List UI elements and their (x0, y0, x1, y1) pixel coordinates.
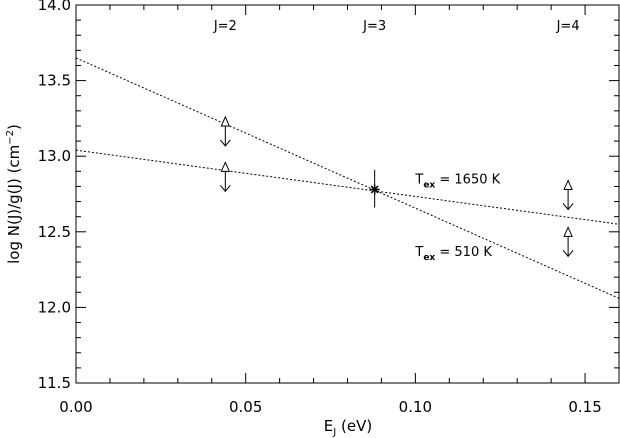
detection-point (369, 169, 380, 208)
fit-label-main: T (414, 245, 423, 260)
fit-label-value: = 1650 K (435, 172, 500, 187)
y-tick-labels: 11.5 12.0 12.5 13.0 13.5 14.0 (38, 0, 71, 392)
arrow-head (219, 184, 231, 193)
fit-label-value: = 510 K (435, 245, 492, 260)
fit-label: Tex = 510 K (414, 245, 492, 263)
arrow-head (219, 139, 231, 147)
triangle-symbol (563, 179, 573, 190)
triangle-symbol (220, 161, 231, 172)
fit-line (75, 149, 620, 225)
level-labels: J=2 J=3 J=4 (213, 19, 580, 34)
fit-label: Tex = 1650 K (414, 172, 500, 190)
y-axis-title-main: log N(J)/g(J) (cm (5, 145, 23, 264)
y-axis-title-close: ) (5, 124, 23, 130)
level-label: J=3 (362, 19, 386, 34)
x-tick-label: 0.05 (229, 398, 262, 416)
limit-marker (562, 226, 574, 258)
y-tick-label: 14.0 (38, 0, 71, 14)
x-tick-label: 0.10 (399, 398, 432, 416)
level-label: J=4 (556, 19, 580, 34)
y-axis-title-sup: −2 (5, 130, 16, 145)
limit-marker (219, 161, 231, 193)
arrow-head (562, 250, 574, 258)
y-tick-label: 12.5 (38, 223, 71, 241)
fit-label-main: T (414, 172, 423, 187)
fit-label-sub: ex (423, 180, 435, 190)
x-axis-title-sub: J (332, 427, 336, 438)
y-tick-label: 12.0 (38, 298, 71, 316)
x-axis-title-main: E (324, 417, 333, 435)
limit-marker (562, 179, 574, 211)
level-label: J=2 (213, 19, 237, 34)
limit-markers (219, 115, 574, 258)
y-tick-label: 11.5 (38, 374, 71, 392)
fit-line (75, 57, 620, 299)
axis-ticks (75, 4, 620, 384)
fit-label-sub: ex (423, 253, 435, 263)
plot-frame (75, 4, 620, 384)
fit-lines (75, 57, 620, 299)
limit-marker (219, 115, 231, 147)
y-tick-label: 13.5 (38, 72, 71, 90)
triangle-symbol (220, 115, 231, 127)
x-tick-label: 0.15 (568, 398, 601, 416)
y-tick-label: 13.0 (38, 147, 71, 165)
triangle-symbol (563, 226, 573, 237)
arrow-head (562, 203, 574, 211)
x-tick-labels: 0.00 0.05 0.10 0.15 (59, 398, 601, 416)
x-tick-label: 0.00 (59, 398, 92, 416)
y-axis-title: log N(J)/g(J) (cm−2) (5, 124, 23, 264)
x-axis-title-unit: (eV) (336, 417, 372, 435)
x-axis-title: EJ (eV) (324, 417, 372, 438)
